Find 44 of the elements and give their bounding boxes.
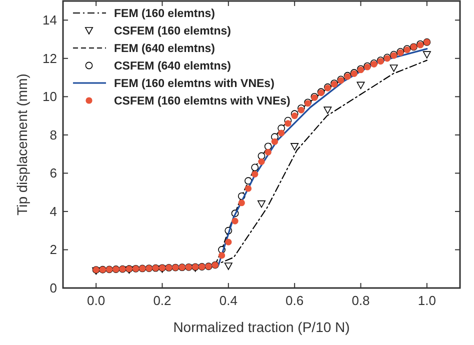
point [278,130,285,136]
point [291,112,298,120]
point [290,143,299,150]
x-tick-label: 0.8 [352,293,370,308]
legend-label: FEM (160 elemtns) [114,8,216,20]
point [218,252,226,259]
point [232,218,238,224]
point [422,51,431,58]
point [324,106,332,114]
point [284,120,292,127]
legend-label: FEM (160 elemtns with VNEs) [114,78,275,90]
legend-label: CSFEM (160 elemtns with VNEs) [114,96,291,108]
x-tick-label: 0.0 [87,293,106,308]
point [251,164,259,172]
legend-label: CSFEM (640 elemtns) [114,60,232,72]
point [238,200,245,206]
point [244,185,252,192]
y-tick-label: 10 [42,89,57,104]
legend-label: CSFEM (160 elemtns) [114,26,232,38]
y-tick-label: 0 [50,280,57,296]
x-tick-label: 0.2 [153,293,172,308]
x-tick-label: 0.6 [286,293,304,308]
y-axis-title: Tip displacement (mm) [14,74,30,216]
point [356,82,365,90]
y-tick-label: 12 [42,50,57,66]
x-axis-title: Normalized traction (P/10 N) [173,319,350,335]
point [225,238,232,246]
point [258,158,265,166]
x-tick-label: 1.0 [418,293,436,308]
point [271,138,278,145]
y-tick-label: 8 [50,127,57,142]
y-tick-label: 2 [50,242,57,258]
legend-label: FEM (640 elemtns) [114,43,216,55]
y-tick-label: 14 [42,12,57,28]
point [252,170,258,178]
y-tick-label: 4 [50,204,57,219]
x-tick-label: 0.4 [219,293,238,308]
point [264,148,272,156]
point [298,106,304,114]
point [390,64,398,72]
point [224,262,232,270]
y-tick-label: 6 [50,166,57,181]
point [258,200,266,208]
point [264,142,272,150]
